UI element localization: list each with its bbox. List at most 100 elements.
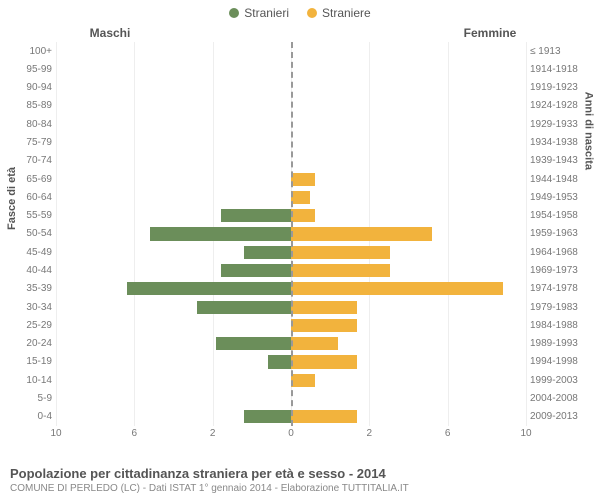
age-group-label: 70-74 xyxy=(8,155,52,166)
chart-row: 65-691944-1948 xyxy=(56,170,526,188)
legend-label-female: Straniere xyxy=(322,6,371,20)
age-group-label: 35-39 xyxy=(8,283,52,294)
age-group-label: 15-19 xyxy=(8,356,52,367)
female-half xyxy=(291,97,526,115)
bar-male xyxy=(127,282,292,295)
age-group-label: 75-79 xyxy=(8,137,52,148)
chart-row: 10-141999-2003 xyxy=(56,371,526,389)
bar-female xyxy=(291,374,315,387)
birth-year-label: 1939-1943 xyxy=(530,155,592,166)
male-half xyxy=(56,225,291,243)
male-half xyxy=(56,353,291,371)
male-half xyxy=(56,207,291,225)
birth-year-label: 1969-1973 xyxy=(530,265,592,276)
age-group-label: 55-59 xyxy=(8,210,52,221)
age-group-label: 65-69 xyxy=(8,174,52,185)
chart-row: 95-991914-1918 xyxy=(56,60,526,78)
female-half xyxy=(291,225,526,243)
female-half xyxy=(291,353,526,371)
bar-male xyxy=(197,301,291,314)
x-axis: 106202610 xyxy=(56,428,526,442)
bar-female xyxy=(291,410,357,423)
chart-row: 60-641949-1953 xyxy=(56,188,526,206)
bar-female xyxy=(291,173,315,186)
chart-row: 20-241989-1993 xyxy=(56,335,526,353)
male-half xyxy=(56,188,291,206)
age-group-label: 30-34 xyxy=(8,302,52,313)
bar-male xyxy=(150,227,291,240)
male-half xyxy=(56,60,291,78)
birth-year-label: 1984-1988 xyxy=(530,320,592,331)
birth-year-label: 1914-1918 xyxy=(530,64,592,75)
female-half xyxy=(291,115,526,133)
bar-female xyxy=(291,191,310,204)
legend: Stranieri Straniere xyxy=(0,0,600,20)
birth-year-label: 1949-1953 xyxy=(530,192,592,203)
birth-year-label: 1934-1938 xyxy=(530,137,592,148)
chart-footer: Popolazione per cittadinanza straniera p… xyxy=(10,466,590,494)
birth-year-label: 1959-1963 xyxy=(530,228,592,239)
chart-row: 70-741939-1943 xyxy=(56,152,526,170)
chart-row: 75-791934-1938 xyxy=(56,133,526,151)
age-group-label: 100+ xyxy=(8,46,52,57)
chart-row: 100+≤ 1913 xyxy=(56,42,526,60)
age-group-label: 50-54 xyxy=(8,228,52,239)
x-tick-label: 6 xyxy=(132,428,138,439)
male-half xyxy=(56,389,291,407)
chart-row: 50-541959-1963 xyxy=(56,225,526,243)
male-half xyxy=(56,243,291,261)
bar-male xyxy=(244,410,291,423)
birth-year-label: 1954-1958 xyxy=(530,210,592,221)
age-group-label: 85-89 xyxy=(8,100,52,111)
female-half xyxy=(291,79,526,97)
chart-row: 40-441969-1973 xyxy=(56,261,526,279)
age-group-label: 95-99 xyxy=(8,64,52,75)
age-group-label: 0-4 xyxy=(8,411,52,422)
legend-dot-male xyxy=(229,8,239,18)
female-half xyxy=(291,261,526,279)
female-half xyxy=(291,371,526,389)
female-half xyxy=(291,42,526,60)
male-half xyxy=(56,133,291,151)
age-group-label: 90-94 xyxy=(8,82,52,93)
bar-female xyxy=(291,319,357,332)
female-half xyxy=(291,280,526,298)
chart-row: 55-591954-1958 xyxy=(56,207,526,225)
chart-title: Popolazione per cittadinanza straniera p… xyxy=(10,466,590,481)
bar-female xyxy=(291,355,357,368)
birth-year-label: 1929-1933 xyxy=(530,119,592,130)
chart-row: 90-941919-1923 xyxy=(56,79,526,97)
bar-female xyxy=(291,337,338,350)
chart-row: 85-891924-1928 xyxy=(56,97,526,115)
female-half xyxy=(291,152,526,170)
chart-row: 35-391974-1978 xyxy=(56,280,526,298)
gridline xyxy=(526,42,527,426)
female-half xyxy=(291,60,526,78)
bar-female xyxy=(291,209,315,222)
chart-row: 15-191994-1998 xyxy=(56,353,526,371)
age-group-label: 5-9 xyxy=(8,393,52,404)
birth-year-label: 1924-1928 xyxy=(530,100,592,111)
bar-male xyxy=(216,337,291,350)
chart-row: 80-841929-1933 xyxy=(56,115,526,133)
female-half xyxy=(291,389,526,407)
birth-year-label: 1994-1998 xyxy=(530,356,592,367)
bar-female xyxy=(291,246,390,259)
bar-female xyxy=(291,301,357,314)
x-tick-label: 2 xyxy=(210,428,216,439)
bar-male xyxy=(221,209,292,222)
birth-year-label: 1974-1978 xyxy=(530,283,592,294)
x-tick-label: 6 xyxy=(445,428,451,439)
chart-row: 25-291984-1988 xyxy=(56,316,526,334)
legend-item-male: Stranieri xyxy=(229,6,289,20)
birth-year-label: 1999-2003 xyxy=(530,375,592,386)
age-group-label: 20-24 xyxy=(8,338,52,349)
male-half xyxy=(56,79,291,97)
male-half xyxy=(56,42,291,60)
chart-subtitle: COMUNE DI PERLEDO (LC) - Dati ISTAT 1° g… xyxy=(10,483,590,494)
x-tick-label: 2 xyxy=(367,428,373,439)
male-half xyxy=(56,170,291,188)
female-half xyxy=(291,207,526,225)
female-half xyxy=(291,408,526,426)
male-half xyxy=(56,115,291,133)
